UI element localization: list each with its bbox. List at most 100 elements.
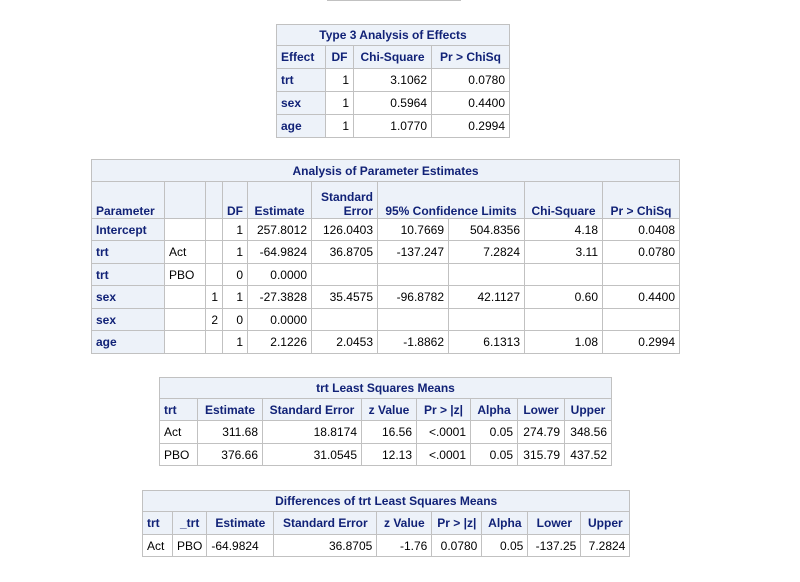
table-cell: 12.13 — [361, 443, 417, 466]
table-cell: 0.2994 — [602, 330, 680, 354]
table-cell — [524, 263, 603, 286]
table-cell: 0.2994 — [431, 114, 510, 138]
column-header-trt: trt — [159, 398, 198, 421]
table-cell: 31.0545 — [262, 443, 362, 466]
column-header-blank — [164, 181, 206, 219]
table-cell: 0.05 — [470, 443, 518, 466]
table-cell: -137.25 — [527, 534, 582, 557]
row-header: age — [91, 330, 165, 354]
table-cell: 1.0770 — [353, 114, 432, 138]
table-cell: 1 — [325, 68, 354, 92]
table-cell: 18.8174 — [262, 420, 362, 444]
table-cell — [524, 308, 603, 331]
table-cell: PBO — [171, 534, 208, 557]
column-header-alpha: Alpha — [470, 398, 518, 421]
row-header: age — [276, 114, 326, 138]
table-cell — [205, 240, 223, 264]
column-header-upper: Upper — [580, 511, 631, 535]
table-cell: 1 — [325, 91, 354, 115]
table-cell: 274.79 — [517, 420, 565, 444]
row-header: sex — [276, 91, 326, 115]
table-row: sex 1 1 -27.3828 35.4575 -96.8782 42.112… — [91, 285, 680, 309]
table-cell: 0.0780 — [431, 534, 483, 557]
table-cell: 0.4400 — [431, 91, 510, 115]
table-cell — [311, 263, 378, 286]
table-cell: 0.0780 — [431, 68, 510, 92]
table-cell: 36.8705 — [273, 534, 378, 557]
column-header-standard-error: Standard Error — [273, 511, 378, 535]
column-header-z-value: z Value — [361, 398, 417, 421]
column-header-chi-square: Chi-Square — [353, 45, 432, 69]
table-cell: 348.56 — [564, 420, 612, 444]
table-row: trt 1 3.1062 0.0780 — [276, 68, 510, 92]
table-row: PBO 376.66 31.0545 12.13 <.0001 0.05 315… — [159, 443, 612, 466]
table-cell: 1 — [325, 114, 354, 138]
table-cell: 2.0453 — [311, 330, 378, 354]
column-header-underscore-trt: _trt — [171, 511, 208, 535]
table-cell: 257.8012 — [247, 218, 312, 241]
table-cell: 3.1062 — [353, 68, 432, 92]
table-row: age 1 1.0770 0.2994 — [276, 114, 510, 138]
table-cell: <.0001 — [416, 443, 471, 466]
column-header-trt: trt — [142, 511, 173, 535]
table-cell: 7.2824 — [448, 240, 525, 264]
table-cell: 0.0780 — [602, 240, 680, 264]
table-cell: 504.8356 — [448, 218, 525, 241]
table-cell — [164, 285, 206, 309]
table-cell: 2 — [205, 308, 223, 331]
row-header: sex — [91, 285, 165, 309]
row-header: trt — [91, 240, 165, 264]
column-header-pr-z: Pr > |z| — [431, 511, 483, 535]
table-title: Analysis of Parameter Estimates — [91, 159, 680, 182]
table-cell: 35.4575 — [311, 285, 378, 309]
row-header: Intercept — [91, 218, 165, 241]
table-cell — [602, 263, 680, 286]
table-row: age 1 2.1226 2.0453 -1.8862 6.1313 1.08 … — [91, 330, 680, 354]
table-cell — [377, 308, 449, 331]
table-cell: 0 — [222, 308, 248, 331]
table-cell — [205, 218, 223, 241]
table-cell: 0.4400 — [602, 285, 680, 309]
table-cell: 437.52 — [564, 443, 612, 466]
table-cell: 1 — [222, 240, 248, 264]
column-header-standard-error: Standard Error — [262, 398, 362, 421]
table-cell: 1 — [222, 218, 248, 241]
table-cell: 376.66 — [197, 443, 263, 466]
table-cell: -27.3828 — [247, 285, 312, 309]
table-cell: -137.247 — [377, 240, 449, 264]
table-row: trt PBO 0 0.0000 — [91, 263, 680, 286]
row-header: trt — [91, 263, 165, 286]
table-cell: Act — [164, 240, 206, 264]
table-row: Act PBO -64.9824 36.8705 -1.76 0.0780 0.… — [142, 534, 631, 557]
table-cell: 0 — [222, 263, 248, 286]
table-cell — [205, 263, 223, 286]
table-cell: PBO — [159, 443, 198, 466]
row-header: trt — [276, 68, 326, 92]
table-cell: 4.18 — [524, 218, 603, 241]
table-cell: -1.76 — [376, 534, 433, 557]
column-header-pr-z: Pr > |z| — [416, 398, 471, 421]
column-header-estimate: Estimate — [197, 398, 263, 421]
table-cell — [164, 330, 206, 354]
column-header-estimate: Estimate — [206, 511, 275, 535]
table-cell — [311, 308, 378, 331]
table-cell: 3.11 — [524, 240, 603, 264]
column-header-alpha: Alpha — [481, 511, 529, 535]
header-line-error: Error — [343, 204, 373, 218]
table-cell: 2.1226 — [247, 330, 312, 354]
table-cell: 0.05 — [470, 420, 518, 444]
table-cell: Act — [142, 534, 173, 557]
table-cell — [164, 218, 206, 241]
column-header-estimate: Estimate — [247, 181, 312, 219]
table-cell: 1 — [205, 285, 223, 309]
table-cell: -64.9824 — [247, 240, 312, 264]
table-cell: <.0001 — [416, 420, 471, 444]
table-cell — [448, 308, 525, 331]
column-header-parameter: Parameter — [91, 181, 165, 219]
table-cell — [377, 263, 449, 286]
table-cell: 1 — [222, 330, 248, 354]
column-header-blank — [205, 181, 223, 219]
top-divider-line — [327, 0, 461, 1]
table-cell — [205, 330, 223, 354]
table-cell: 7.2824 — [580, 534, 631, 557]
